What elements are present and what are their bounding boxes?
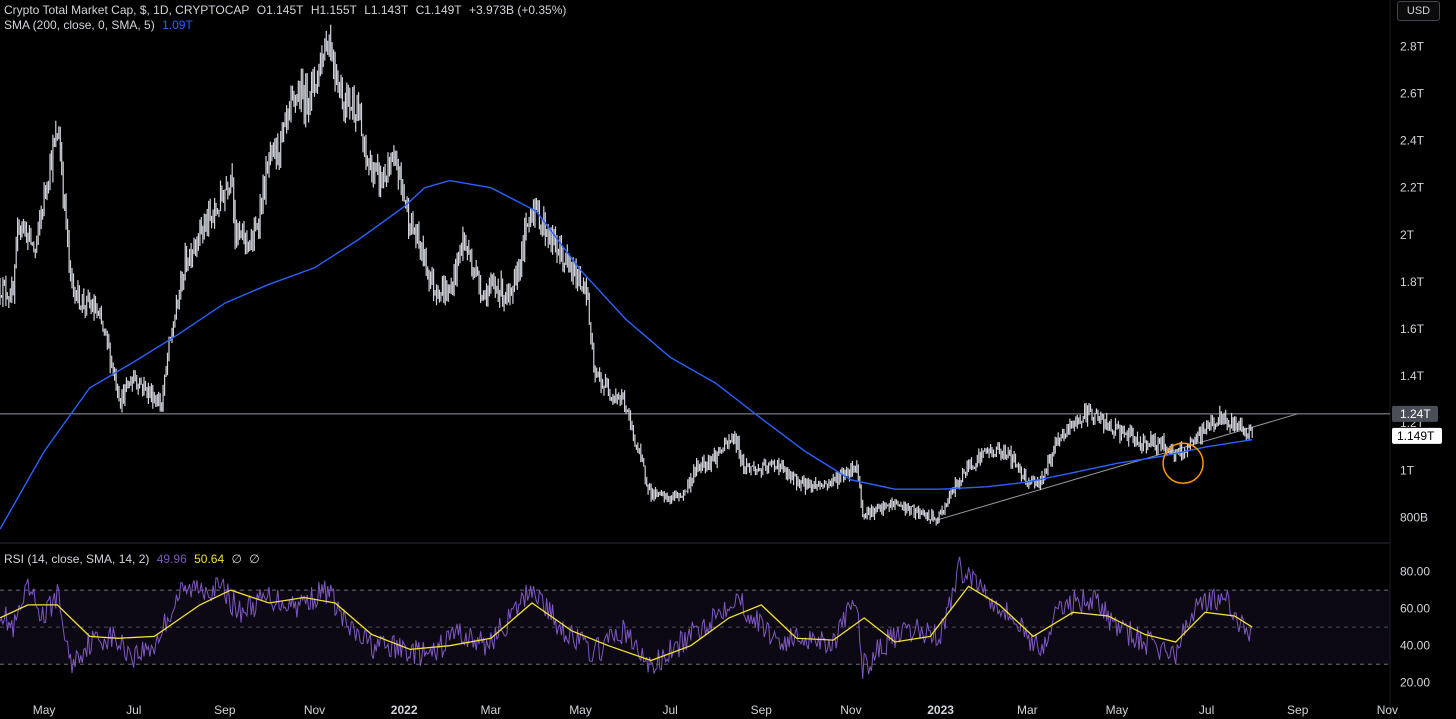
rsi-axis-label: 20.00 [1400, 676, 1430, 690]
sma-value: 1.09T [162, 18, 193, 32]
annotation-circle [1162, 442, 1204, 485]
rsi-line [0, 556, 1253, 679]
time-axis-label: Jul [126, 703, 141, 717]
sma-label[interactable]: SMA (200, close, 0, SMA, 5) [4, 18, 155, 32]
price-axis-label: 2.6T [1400, 87, 1425, 101]
time-axis-label: Nov [304, 703, 325, 717]
ohlc-low: L1.143T [364, 3, 409, 17]
ohlc-high: H1.155T [310, 3, 357, 17]
price-axis-label: 1.4T [1400, 369, 1425, 383]
price-axis-label: 2.2T [1400, 181, 1425, 195]
time-axis-label: May [33, 703, 56, 717]
time-axis-label: Jul [663, 703, 678, 717]
rsi-label[interactable]: RSI (14, close, SMA, 14, 2) [4, 552, 150, 566]
rsi-axis-label: 40.00 [1400, 639, 1430, 653]
price-tag-last: 1.149T [1397, 429, 1435, 443]
time-axis-label: 2023 [927, 703, 954, 717]
time-axis-label: Mar [481, 703, 502, 717]
price-axis-label: 1.6T [1400, 322, 1425, 336]
time-axis-label: Sep [214, 703, 236, 717]
price-axis-label: 2.8T [1400, 39, 1425, 53]
time-axis-label: Nov [1377, 703, 1398, 717]
rsi-extra-2: ∅ [249, 552, 260, 566]
price-axis-label: 800B [1400, 510, 1428, 524]
price-axis-label: 2T [1400, 228, 1415, 242]
rsi-ma-line [0, 585, 1253, 662]
time-axis-label: 2022 [391, 703, 418, 717]
price-axis-label: 1.8T [1400, 275, 1425, 289]
price-axis-label: 1T [1400, 463, 1415, 477]
ohlc-open: O1.145T [256, 3, 304, 17]
price-tag-line: 1.24T [1400, 407, 1431, 421]
rsi-extra-1: ∅ [231, 552, 242, 566]
price-axis-label: 2.4T [1400, 134, 1425, 148]
time-axis-label: Jul [1199, 703, 1214, 717]
rsi-axis-label: 80.00 [1400, 565, 1430, 579]
rsi-legend: RSI (14, close, SMA, 14, 2) 49.96 50.64 … [4, 552, 264, 566]
price-change: +3.973B (+0.35%) [468, 3, 567, 17]
sma-line [0, 179, 1253, 530]
time-axis-label: May [569, 703, 592, 717]
symbol-legend: Crypto Total Market Cap, $, 1D, CRYPTOCA… [4, 3, 570, 17]
price-tag-last-bg [1392, 427, 1442, 444]
rsi-axis-label: 60.00 [1400, 602, 1430, 616]
time-axis-label: Mar [1017, 703, 1038, 717]
rsi-ma-value: 50.64 [194, 552, 225, 566]
symbol-title: Crypto Total Market Cap, $, 1D, CRYPTOCA… [4, 3, 250, 17]
ohlc-close: C1.149T [415, 3, 462, 17]
price-bars [0, 24, 1253, 526]
time-axis-label: Sep [751, 703, 773, 717]
sma-legend: SMA (200, close, 0, SMA, 5) 1.09T [4, 18, 197, 32]
price-tag-line-bg [1392, 405, 1438, 422]
time-axis-label: May [1106, 703, 1129, 717]
time-axis-label: Sep [1287, 703, 1309, 717]
time-axis-label: Nov [840, 703, 861, 717]
currency-button[interactable]: USD [1397, 1, 1440, 21]
rsi-value: 49.96 [156, 552, 187, 566]
